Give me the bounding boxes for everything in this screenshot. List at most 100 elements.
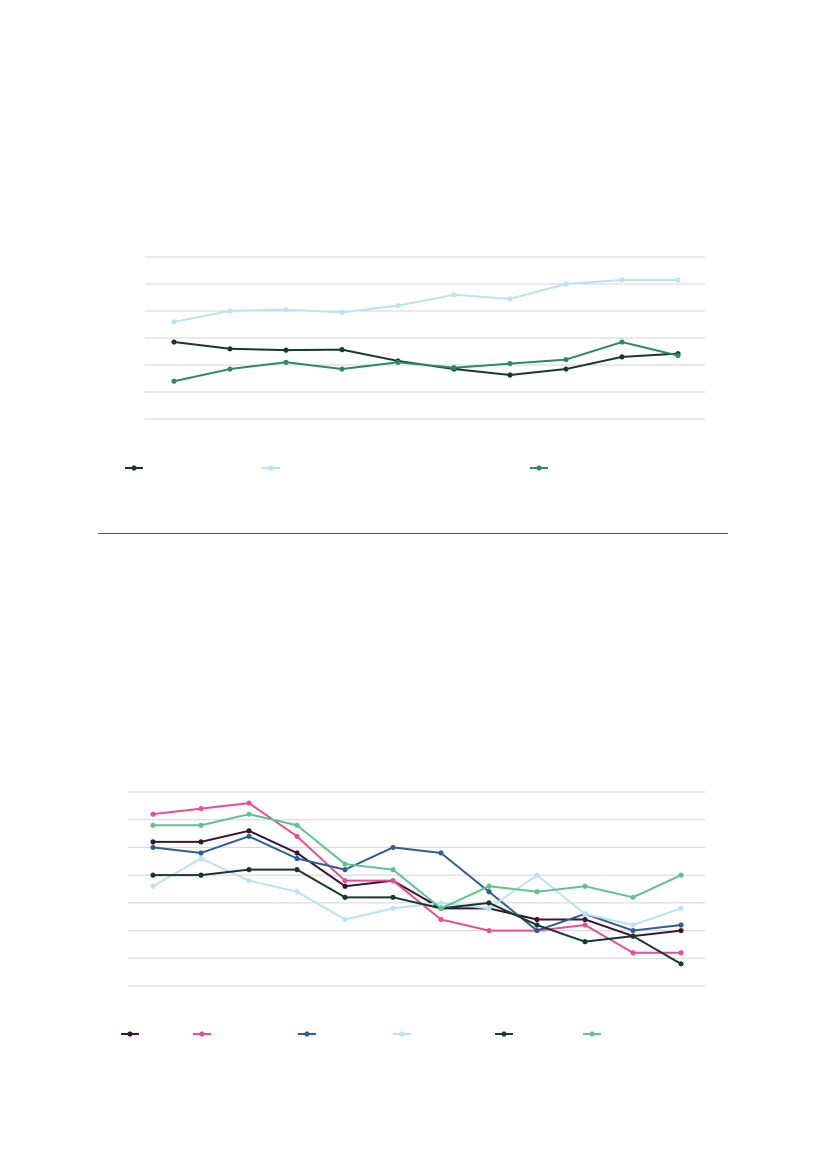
data-point [227,366,233,372]
data-point [294,867,300,873]
data-point [395,359,401,365]
data-point [534,872,540,878]
legend-key-2 [193,1031,211,1037]
data-point [582,922,588,928]
legend [125,465,548,471]
legend-key-2 [262,465,280,471]
data-point [198,822,204,828]
gridlines [128,791,705,987]
data-point [390,905,396,911]
data-point [619,354,625,360]
data-point [342,878,348,884]
legend-marker [501,1031,507,1037]
series-line [173,341,679,383]
data-point [438,916,444,923]
data-point [198,850,204,856]
legend-marker [304,1031,310,1037]
data-point [294,822,300,828]
data-point [342,883,348,889]
series-2 [150,800,684,956]
data-point [246,811,252,817]
data-point [630,894,636,900]
data-point [675,277,681,283]
data-point [486,927,492,934]
data-point [678,905,684,911]
data-point [486,883,492,889]
data-point [678,950,684,956]
series-1 [171,339,681,378]
data-point [339,347,345,353]
data-point [294,850,300,856]
line-chart-1 [125,256,705,471]
data-point [438,850,444,856]
data-point [171,319,177,325]
data-point [294,889,300,895]
data-point [619,339,625,345]
data-point [150,844,156,851]
legend-marker [589,1031,595,1037]
data-point [150,883,156,889]
data-point [283,307,289,313]
legend-marker [399,1031,405,1037]
legend-key-6 [583,1031,601,1037]
data-point [150,822,156,828]
data-point [534,922,540,928]
legend-marker [536,465,542,471]
data-point [451,292,457,298]
series-line [152,835,682,932]
series-line [173,341,679,376]
data-point [171,378,177,384]
data-point [339,309,345,315]
data-point [227,346,233,352]
data-point [582,916,588,923]
series-4 [150,855,684,928]
data-point [678,961,684,967]
data-point [294,833,300,839]
data-point [675,352,681,359]
data-point [582,939,588,945]
data-point [198,872,204,878]
data-point [630,933,636,939]
data-point [534,889,540,895]
data-point [534,927,540,934]
data-point [227,308,233,314]
legend-key-1 [125,465,143,471]
data-point [342,894,348,900]
series-2 [171,277,681,325]
data-point [390,867,396,873]
legend-key-3 [298,1031,316,1037]
data-point [283,359,289,365]
data-point [342,861,348,867]
data-point [563,357,569,363]
data-point [395,303,401,309]
section-divider [98,533,728,534]
data-point [563,281,569,287]
legend-marker [199,1031,205,1037]
series-1 [150,828,684,939]
data-point [678,872,684,878]
data-point [630,922,636,928]
data-point [534,916,540,923]
data-point [342,916,348,923]
legend-key-4 [393,1031,411,1037]
data-point [630,927,636,934]
data-point [486,905,492,911]
legend-marker [268,465,274,471]
data-point [438,905,444,911]
data-point [246,833,252,839]
data-point [486,889,492,895]
data-point [630,950,636,956]
data-point [171,339,177,345]
data-point [678,927,684,934]
legend [121,1031,601,1037]
data-point [198,806,204,812]
series-line [152,868,682,965]
data-point [342,867,348,873]
data-point [486,900,492,906]
legend-key-3 [530,465,548,471]
data-point [582,911,588,917]
legend-key-1 [121,1031,139,1037]
data-point [150,811,156,817]
data-point [390,844,396,851]
data-point [507,296,513,302]
